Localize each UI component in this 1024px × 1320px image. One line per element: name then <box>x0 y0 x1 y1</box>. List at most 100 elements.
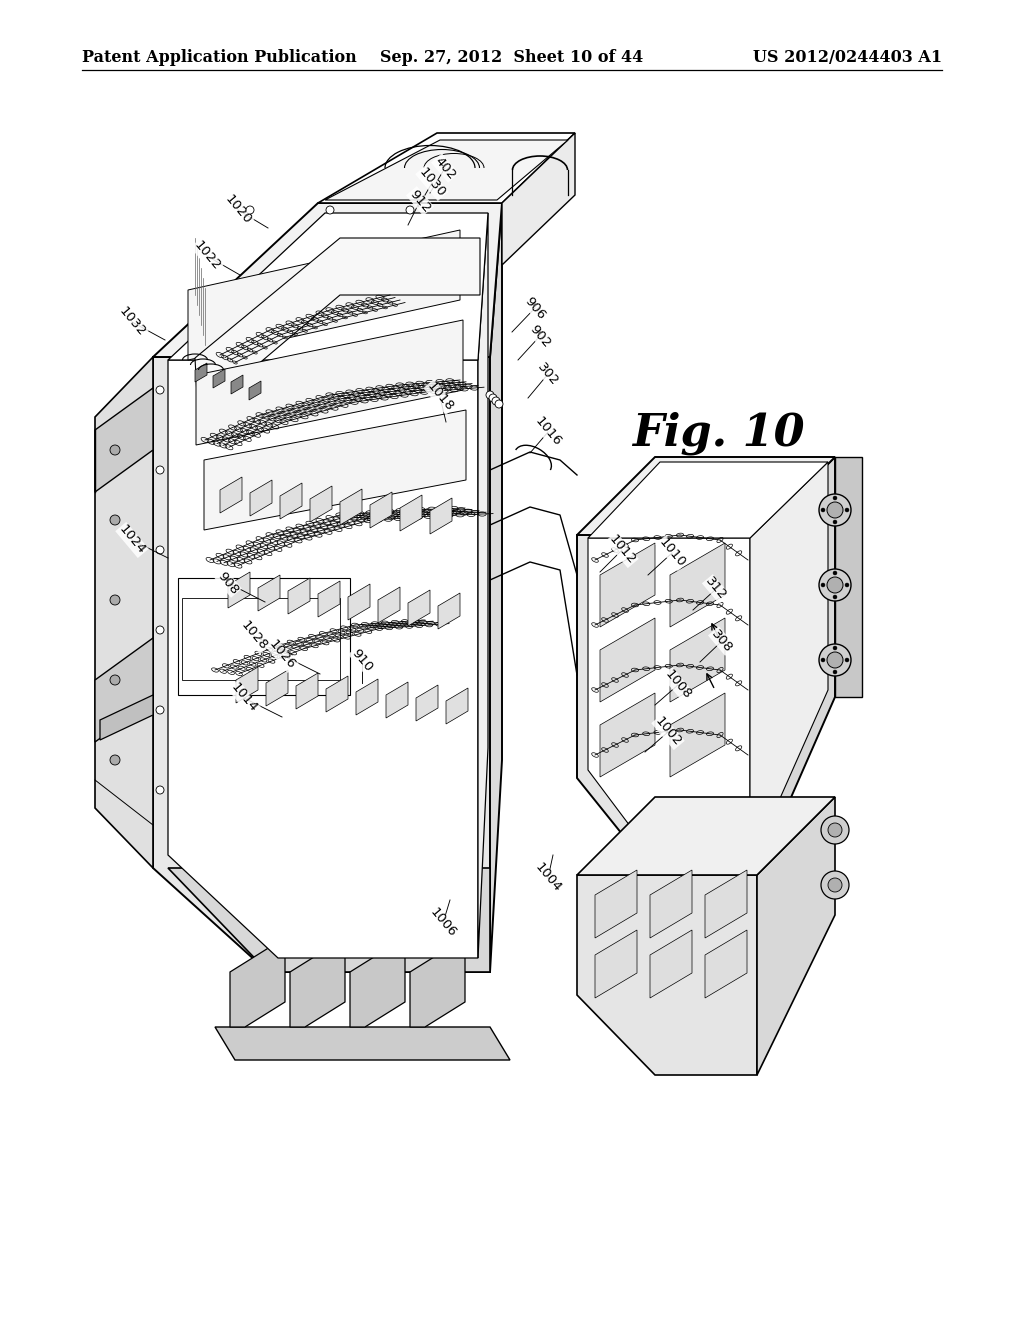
Polygon shape <box>577 457 835 535</box>
Polygon shape <box>600 693 655 777</box>
Text: Patent Application Publication: Patent Application Publication <box>82 49 356 66</box>
Polygon shape <box>757 797 835 1074</box>
Polygon shape <box>446 688 468 723</box>
Polygon shape <box>188 230 460 360</box>
Circle shape <box>821 508 825 512</box>
Circle shape <box>326 206 334 214</box>
Circle shape <box>845 657 849 663</box>
Polygon shape <box>618 837 696 945</box>
Polygon shape <box>310 486 332 521</box>
Polygon shape <box>249 381 261 400</box>
Polygon shape <box>416 685 438 721</box>
Circle shape <box>827 652 843 668</box>
Circle shape <box>833 496 837 500</box>
Text: 1020: 1020 <box>222 193 254 227</box>
Polygon shape <box>378 587 400 623</box>
Circle shape <box>819 644 851 676</box>
Polygon shape <box>288 578 310 614</box>
Polygon shape <box>168 213 488 360</box>
Polygon shape <box>670 618 725 702</box>
Text: 1024: 1024 <box>116 523 147 557</box>
Circle shape <box>821 657 825 663</box>
Polygon shape <box>196 319 463 445</box>
Circle shape <box>489 393 497 403</box>
Circle shape <box>110 445 120 455</box>
Polygon shape <box>215 1027 510 1060</box>
Circle shape <box>110 595 120 605</box>
Polygon shape <box>325 140 568 201</box>
Circle shape <box>110 755 120 766</box>
Text: 1002: 1002 <box>652 715 684 750</box>
Polygon shape <box>153 356 490 972</box>
Polygon shape <box>168 869 490 972</box>
Polygon shape <box>835 457 862 697</box>
Polygon shape <box>588 462 828 539</box>
Polygon shape <box>220 477 242 513</box>
Text: 910: 910 <box>349 647 375 673</box>
Text: 302: 302 <box>535 360 561 388</box>
Circle shape <box>486 391 494 399</box>
Text: 1018: 1018 <box>424 380 456 414</box>
Polygon shape <box>266 671 288 706</box>
Circle shape <box>110 675 120 685</box>
Text: 1004: 1004 <box>532 861 564 895</box>
Polygon shape <box>577 875 757 1074</box>
Text: 1032: 1032 <box>116 305 147 339</box>
Polygon shape <box>478 213 488 958</box>
Circle shape <box>833 671 837 675</box>
Polygon shape <box>178 578 350 696</box>
Polygon shape <box>600 543 655 627</box>
Circle shape <box>821 871 849 899</box>
Polygon shape <box>340 488 362 525</box>
Polygon shape <box>750 462 828 866</box>
Text: 906: 906 <box>522 294 548 322</box>
Polygon shape <box>490 203 502 972</box>
Polygon shape <box>370 492 392 528</box>
Circle shape <box>821 816 849 843</box>
Polygon shape <box>400 495 422 531</box>
Circle shape <box>156 385 164 393</box>
Polygon shape <box>168 360 478 958</box>
Polygon shape <box>95 388 153 492</box>
Polygon shape <box>318 581 340 616</box>
Polygon shape <box>670 543 725 627</box>
Circle shape <box>833 595 837 599</box>
Polygon shape <box>250 480 272 516</box>
Text: 1010: 1010 <box>656 536 688 570</box>
Circle shape <box>406 206 414 214</box>
Circle shape <box>845 583 849 587</box>
Text: 1028: 1028 <box>239 619 270 653</box>
Polygon shape <box>588 539 750 866</box>
Circle shape <box>156 785 164 795</box>
Circle shape <box>156 626 164 634</box>
Polygon shape <box>182 598 340 680</box>
Text: 1016: 1016 <box>532 414 564 449</box>
Text: 1012: 1012 <box>606 533 638 568</box>
Text: 902: 902 <box>527 322 553 350</box>
Polygon shape <box>280 483 302 519</box>
Polygon shape <box>438 593 460 630</box>
Circle shape <box>833 645 837 649</box>
Polygon shape <box>577 535 757 875</box>
Circle shape <box>492 397 500 405</box>
Polygon shape <box>258 576 280 611</box>
Circle shape <box>819 494 851 525</box>
Polygon shape <box>650 870 692 939</box>
Polygon shape <box>348 583 370 620</box>
Circle shape <box>828 878 842 892</box>
Polygon shape <box>708 837 786 945</box>
Polygon shape <box>356 678 378 715</box>
Polygon shape <box>100 696 153 741</box>
Text: 312: 312 <box>702 576 729 603</box>
Text: 1006: 1006 <box>427 906 459 940</box>
Circle shape <box>495 400 503 408</box>
Polygon shape <box>231 375 243 393</box>
Circle shape <box>828 822 842 837</box>
Text: US 2012/0244403 A1: US 2012/0244403 A1 <box>753 49 942 66</box>
Circle shape <box>156 466 164 474</box>
Text: 1030: 1030 <box>416 166 447 201</box>
Polygon shape <box>95 356 153 869</box>
Text: 1014: 1014 <box>228 681 260 715</box>
Polygon shape <box>318 133 575 203</box>
Text: Sep. 27, 2012  Sheet 10 of 44: Sep. 27, 2012 Sheet 10 of 44 <box>380 49 644 66</box>
